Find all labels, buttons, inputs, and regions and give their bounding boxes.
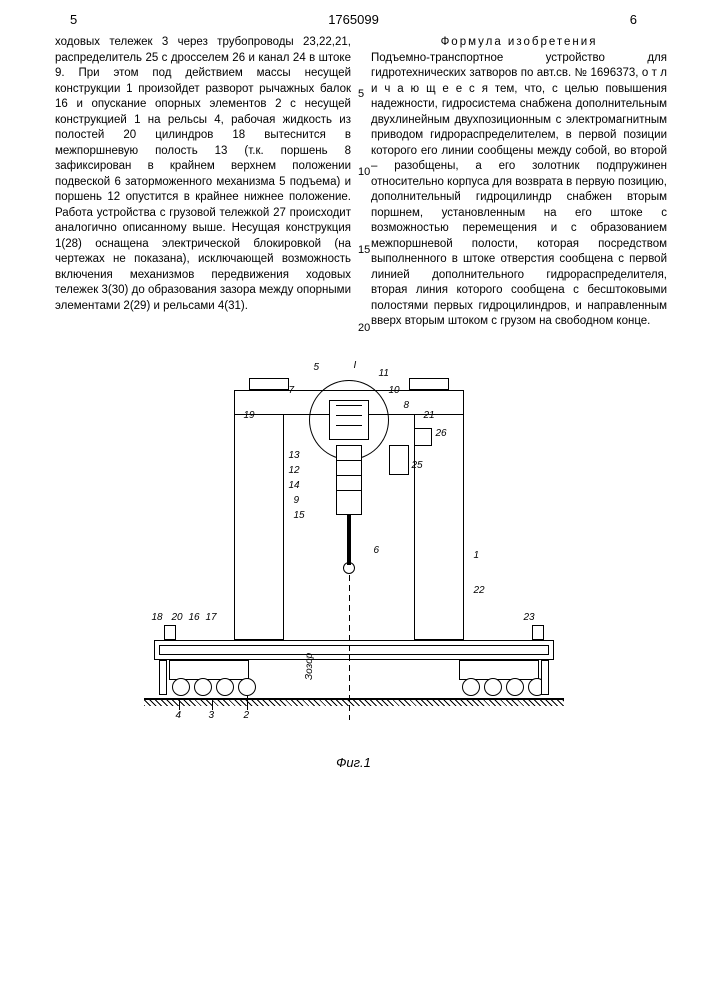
fig-top-cap-left — [249, 378, 289, 390]
fig-leader — [212, 698, 213, 710]
fig-rod — [347, 515, 351, 565]
fig-hyd-box-right — [389, 445, 409, 475]
fig-mech-inner2 — [336, 415, 362, 416]
fig-callout: 21 — [424, 410, 435, 421]
fig-support-right — [541, 660, 549, 695]
fig-callout: 15 — [294, 510, 305, 521]
fig-leader — [179, 700, 180, 710]
fig-cyl-div — [336, 490, 362, 491]
fig-callout: 8 — [404, 400, 410, 411]
fig-callout: 16 — [189, 612, 200, 623]
fig-callout: 14 — [289, 480, 300, 491]
fig-bogie-right — [459, 660, 539, 680]
fig-centerline — [349, 575, 350, 720]
fig-callout: 3 — [209, 710, 215, 721]
page-header: 5 1765099 6 — [0, 0, 707, 35]
fig-cyl-right — [532, 625, 544, 640]
right-column: Формула изобретения Подъемно-транспортно… — [371, 35, 667, 330]
fig-wheel — [238, 678, 256, 696]
fig-left-column — [234, 390, 284, 640]
fig-cylinder — [336, 445, 362, 515]
fig-ground — [144, 700, 564, 706]
text-columns: ходовых тележек 3 через трубопроводы 23,… — [0, 35, 707, 330]
fig-callout: 7 — [289, 385, 295, 396]
fig-top-cap-right — [409, 378, 449, 390]
fig-callout: 2 — [244, 710, 250, 721]
fig-callout: 20 — [172, 612, 183, 623]
line-marker: 10 — [358, 165, 370, 180]
fig-bogie-left — [169, 660, 249, 680]
right-column-text: Подъемно-транспортное устройство для гид… — [371, 51, 667, 330]
fig-callout: 17 — [206, 612, 217, 623]
fig-wheel — [506, 678, 524, 696]
fig-callout: I — [354, 360, 357, 371]
line-marker: 5 — [358, 87, 364, 102]
line-marker: 20 — [358, 321, 370, 336]
figure-1: 5 I 11 7 10 8 21 19 26 13 25 12 14 9 6 1… — [114, 350, 594, 770]
fig-callout: 1 — [474, 550, 480, 561]
fig-rod-end — [343, 562, 355, 574]
fig-wheel — [216, 678, 234, 696]
fig-wheel — [194, 678, 212, 696]
fig-gap-label: Зозор — [304, 653, 315, 680]
fig-callout: 25 — [412, 460, 423, 471]
fig-callout: 18 — [152, 612, 163, 623]
fig-cyl-div — [336, 475, 362, 476]
fig-callout: 10 — [389, 385, 400, 396]
fig-callout: 13 — [289, 450, 300, 461]
fig-mechanism-box — [329, 400, 369, 440]
fig-callout: 4 — [176, 710, 182, 721]
left-column-text: ходовых тележек 3 через трубопроводы 23,… — [55, 35, 351, 314]
fig-callout: 11 — [379, 368, 389, 379]
fig-wheel — [484, 678, 502, 696]
fig-callout: 12 — [289, 465, 300, 476]
fig-callout: 6 — [374, 545, 380, 556]
fig-mech-inner1 — [336, 405, 362, 406]
left-column: ходовых тележек 3 через трубопроводы 23,… — [55, 35, 351, 330]
document-number: 1765099 — [328, 12, 379, 27]
fig-base-inner — [159, 645, 549, 655]
fig-support-left — [159, 660, 167, 695]
line-marker: 15 — [358, 243, 370, 258]
fig-callout: 9 — [294, 495, 300, 506]
fig-callout: 19 — [244, 410, 255, 421]
fig-mech-inner3 — [336, 425, 362, 426]
formula-title: Формула изобретения — [371, 35, 667, 51]
left-page-number: 5 — [70, 12, 77, 27]
fig-leader — [247, 695, 248, 710]
fig-callout: 22 — [474, 585, 485, 596]
fig-hyd-box-right2 — [414, 428, 432, 446]
fig-wheel — [172, 678, 190, 696]
fig-wheel — [462, 678, 480, 696]
fig-callout: 26 — [436, 428, 447, 439]
fig-callout: 23 — [524, 612, 535, 623]
fig-callout: 5 — [314, 362, 320, 373]
right-page-number: 6 — [630, 12, 637, 27]
figure-caption: Фиг.1 — [114, 755, 594, 770]
fig-cyl-left — [164, 625, 176, 640]
fig-cyl-div — [336, 460, 362, 461]
